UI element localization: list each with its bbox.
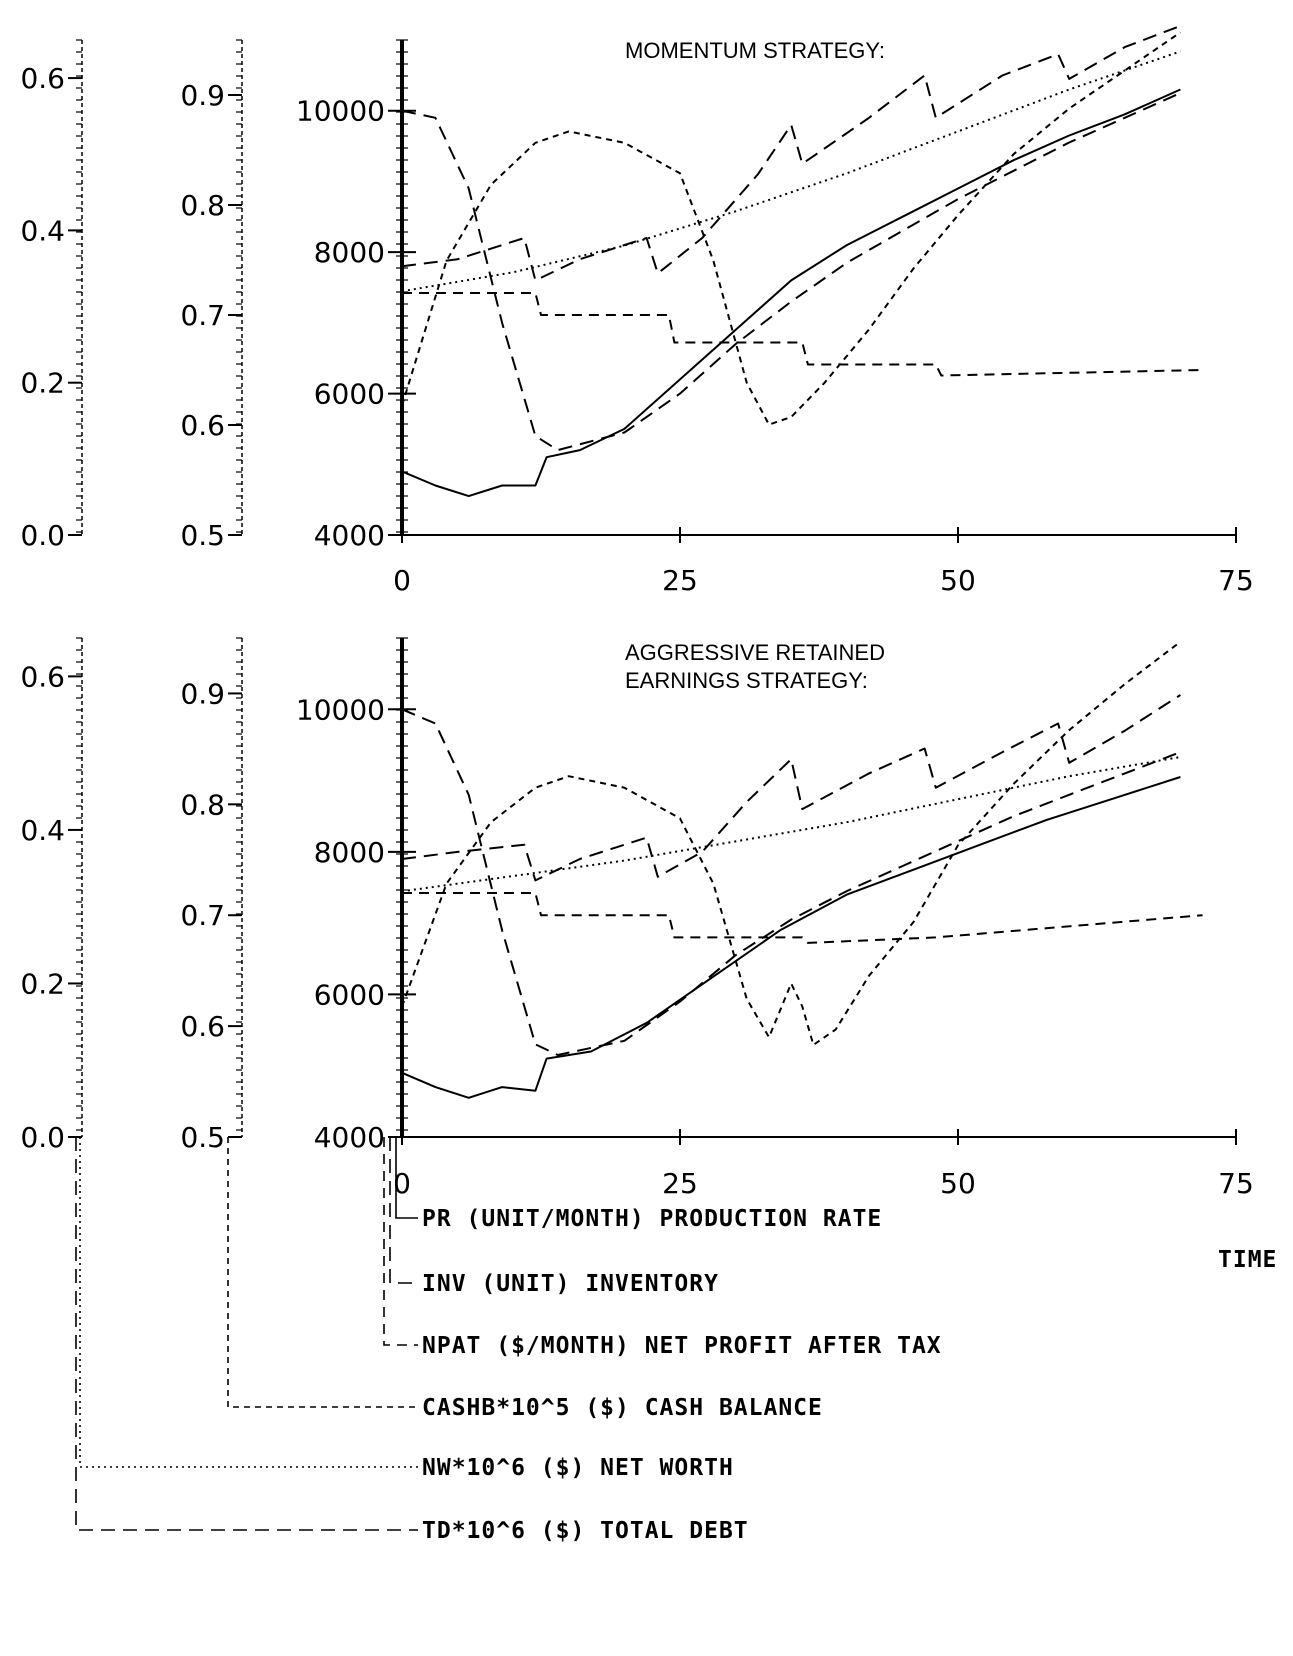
legend-leader-line <box>79 1137 418 1468</box>
x-tick-label: 0 <box>393 564 411 597</box>
legend-leader-line <box>75 1137 418 1531</box>
legend-label: NPAT ($/MONTH) NET PROFIT AFTER TAX <box>422 1333 942 1359</box>
y-tick-label: 0.6 <box>20 660 65 693</box>
series-line-4 <box>401 641 1182 1046</box>
legend-leader-line <box>227 1137 418 1408</box>
series-line-6 <box>401 92 1181 452</box>
series-line-6 <box>401 708 1181 1056</box>
y-tick-label: 0.7 <box>180 299 225 332</box>
legend-label: TD*10^6 ($) TOTAL DEBT <box>422 1518 749 1544</box>
y-tick-label: 0.5 <box>180 1121 225 1154</box>
y-tick-label: 0.4 <box>20 814 65 847</box>
x-tick-label: 50 <box>940 564 976 597</box>
y-tick-label: 6000 <box>314 378 385 411</box>
y-tick-label: 0.9 <box>180 677 225 710</box>
y-tick-label: 4000 <box>314 519 385 552</box>
series-line-1 <box>401 776 1181 1099</box>
chart-title: AGGRESSIVE RETAINED EARNINGS STRATEGY: <box>625 640 885 693</box>
legend-label: NW*10^6 ($) NET WORTH <box>422 1455 734 1481</box>
legend-label: CASHB*10^5 ($) CASH BALANCE <box>422 1395 823 1421</box>
time-axis-label: TIME <box>1218 1247 1277 1273</box>
y-tick-label: 0.6 <box>180 1010 225 1043</box>
y-tick-label: 0.5 <box>180 519 225 552</box>
x-tick-label: 75 <box>1218 1167 1254 1200</box>
y-tick-label: 0.6 <box>180 409 225 442</box>
y-tick-label: 8000 <box>314 236 385 269</box>
legend-leader-line <box>383 1137 418 1346</box>
y-tick-label: 10000 <box>296 95 385 128</box>
series-line-5 <box>401 50 1181 293</box>
chart-panel-2: AGGRESSIVE RETAINED EARNINGS STRATEGY: 400… <box>20 637 1254 1200</box>
y-tick-label: 6000 <box>314 978 385 1011</box>
series-line-2 <box>401 24 1181 282</box>
legend-label: PR (UNIT/MONTH) PRODUCTION RATE <box>422 1206 882 1232</box>
x-tick-label: 75 <box>1218 564 1254 597</box>
x-tick-label: 50 <box>940 1167 976 1200</box>
y-tick-label: 4000 <box>314 1121 385 1154</box>
x-tick-label: 25 <box>662 564 698 597</box>
y-tick-label: 0.8 <box>180 788 225 821</box>
series-line-4 <box>401 31 1181 426</box>
series-line-2 <box>401 694 1181 882</box>
series-line-1 <box>401 88 1181 498</box>
y-tick-label: 0.2 <box>20 967 65 1000</box>
y-tick-label: 0.6 <box>20 62 65 95</box>
y-tick-label: 10000 <box>296 693 385 726</box>
y-tick-label: 8000 <box>314 836 385 869</box>
y-tick-label: 0.0 <box>20 1121 65 1154</box>
series-line-3 <box>402 292 1203 377</box>
y-tick-label: 0.0 <box>20 519 65 552</box>
legend-label: INV (UNIT) INVENTORY <box>422 1271 719 1297</box>
series-line-5 <box>401 756 1181 893</box>
chart-title: MOMENTUM STRATEGY: <box>625 38 885 63</box>
y-tick-label: 0.8 <box>180 189 225 222</box>
x-tick-label: 25 <box>662 1167 698 1200</box>
y-tick-label: 0.2 <box>20 367 65 400</box>
y-tick-label: 0.9 <box>180 79 225 112</box>
legend-leader-line <box>395 1137 418 1219</box>
y-tick-label: 0.4 <box>20 214 65 247</box>
legend-leader-line <box>389 1137 418 1284</box>
y-tick-label: 0.7 <box>180 899 225 932</box>
x-tick-label: 0 <box>393 1167 411 1200</box>
chart-panel-1: MOMENTUM STRATEGY: 4000 6000 8000 10000 0.5 0.… <box>20 24 1254 597</box>
series-line-3 <box>402 892 1203 944</box>
